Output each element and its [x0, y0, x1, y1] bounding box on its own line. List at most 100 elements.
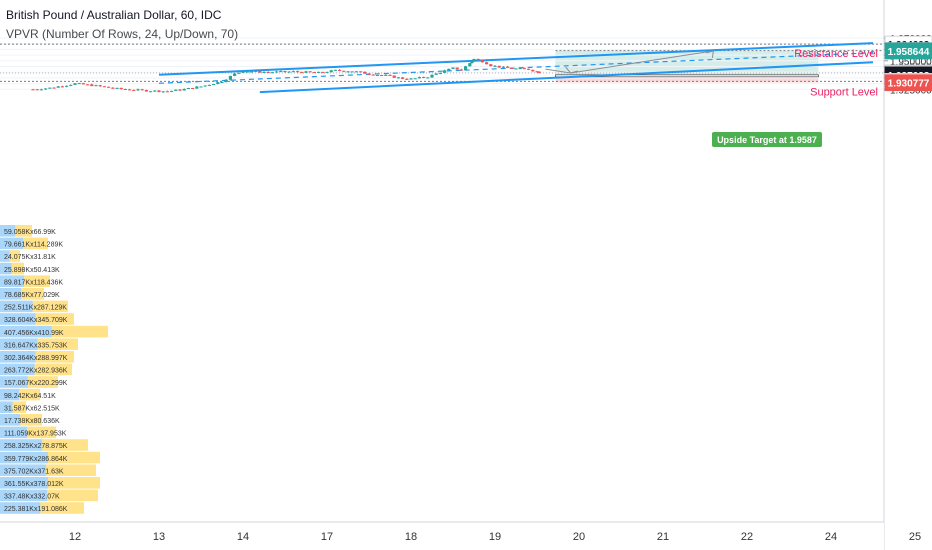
- candle-body-7: [60, 86, 64, 88]
- price-axis[interactable]: 1.9700001.9650001.9600001.9550001.950000…: [883, 0, 932, 550]
- volume-label-21: 337.48Kx332.07K: [4, 494, 60, 501]
- projection-entry-head: [565, 66, 578, 74]
- volume-label-19: 375.702Kx371.63K: [4, 468, 64, 475]
- volume-down-bar-18: [48, 451, 100, 464]
- volume-down-bar-2: [9, 250, 20, 262]
- time-axis[interactable]: 12 13 14 17 18 19 20 21 22 24 25: [0, 521, 921, 550]
- volume-up-bar-19: [0, 464, 47, 476]
- candle-body-21: [119, 87, 123, 90]
- volume-up-bar-13: [0, 388, 20, 401]
- x-tick-label-5: 19: [489, 531, 501, 543]
- volume-down-bar-17: [42, 439, 88, 451]
- candle-body-68: [317, 71, 321, 73]
- candle-body-91: [413, 78, 417, 80]
- candle-body-38: [191, 87, 195, 89]
- candle-body-46: [224, 79, 228, 83]
- candle-body-27: [144, 89, 148, 92]
- candle-body-32: [165, 91, 169, 93]
- volume-up-bar-18: [0, 451, 48, 464]
- candle-body-4: [48, 87, 52, 89]
- candle-body-35: [178, 89, 182, 91]
- candle-body-8: [65, 85, 69, 87]
- volume-label-8: 407.456Kx410.99K: [4, 330, 64, 337]
- volume-down-bar-19: [46, 464, 96, 476]
- candle-body-111: [493, 65, 497, 67]
- loss-zone: [555, 75, 819, 83]
- candle-body-61: [287, 71, 291, 73]
- candle-body-41: [203, 85, 207, 87]
- annotations: Resistance Level Support Level Upside Targ…: [712, 48, 878, 147]
- candle-body-12: [81, 83, 85, 85]
- y-tick-label-4: 1.950000: [890, 57, 932, 68]
- candle-body-62: [291, 71, 295, 73]
- volume-down-bar-1: [23, 237, 48, 250]
- candle-body-47: [228, 75, 232, 80]
- candle-body-23: [128, 89, 132, 91]
- candle-body-13: [86, 84, 90, 86]
- candle-body-18: [107, 86, 111, 88]
- candle-body-34: [174, 89, 178, 91]
- candle-body-48: [233, 73, 237, 76]
- x-tick-label-10: 25: [909, 531, 921, 543]
- volume-label-15: 17.738Kx80.636K: [4, 418, 60, 425]
- candle-body-16: [98, 85, 102, 87]
- candle-body-63: [296, 71, 300, 73]
- volume-down-bar-0: [15, 225, 32, 237]
- axis-tag-bg-stop: [884, 74, 932, 92]
- candle-body-101: [455, 67, 459, 70]
- candle-body-0: [31, 89, 35, 91]
- candle-body-69: [321, 71, 325, 73]
- candle-body-44: [216, 82, 220, 85]
- candle-body-58: [275, 71, 279, 73]
- volume-label-3: 25.898Kx50.413K: [4, 267, 60, 274]
- candle-body-118: [522, 68, 526, 70]
- volume-up-bar-3: [0, 262, 12, 275]
- candle-body-28: [149, 91, 153, 93]
- candle-body-106: [472, 58, 476, 62]
- volume-up-bar-11: [0, 363, 35, 376]
- candle-body-37: [186, 87, 190, 90]
- x-tick-label-8: 22: [741, 531, 753, 543]
- candle-body-67: [312, 72, 316, 74]
- candle-body-42: [207, 84, 211, 86]
- candle-body-52: [249, 71, 253, 73]
- candle-body-89: [405, 78, 409, 80]
- volume-up-bar-4: [0, 275, 24, 287]
- candle-body-5: [52, 87, 56, 89]
- volume-up-bar-9: [0, 338, 38, 350]
- candle-body-43: [212, 84, 216, 86]
- candle-body-98: [443, 70, 447, 73]
- price-axis-bg: [884, 0, 932, 550]
- volume-down-bar-16: [26, 426, 56, 439]
- candle-body-51: [245, 71, 249, 73]
- volume-up-bar-17: [0, 439, 43, 451]
- candle-body-50: [241, 71, 245, 73]
- candle-body-14: [90, 84, 94, 87]
- candle-body-100: [451, 67, 455, 69]
- volume-down-bar-22: [40, 502, 84, 514]
- volume-label-17: 258.325Kx278.875K: [4, 443, 68, 450]
- candle-body-85: [388, 74, 392, 76]
- volume-up-bar-2: [0, 250, 10, 262]
- volume-down-bar-11: [34, 363, 72, 376]
- volume-down-bar-6: [32, 300, 68, 313]
- volume-label-9: 316.647Kx335.753K: [4, 342, 68, 349]
- candle-body-117: [518, 68, 522, 70]
- candle-body-90: [409, 78, 413, 80]
- candle-body-6: [56, 86, 60, 88]
- candle-body-57: [270, 72, 274, 74]
- volume-down-bar-4: [24, 275, 50, 287]
- candle-body-80: [367, 73, 371, 75]
- target-badge: [712, 132, 822, 147]
- candle-body-92: [417, 77, 421, 79]
- candle-body-70: [325, 72, 329, 74]
- candle-body-71: [329, 70, 333, 73]
- trend-channel: [158, 42, 874, 94]
- candle-body-31: [161, 91, 165, 93]
- candle-body-53: [254, 70, 258, 72]
- candle-body-55: [262, 72, 266, 74]
- candle-body-22: [123, 89, 127, 91]
- volume-down-bar-21: [47, 489, 98, 502]
- indicator-legend[interactable]: VPVR (Number Of Rows, 24, Up/Down, 70): [6, 27, 239, 41]
